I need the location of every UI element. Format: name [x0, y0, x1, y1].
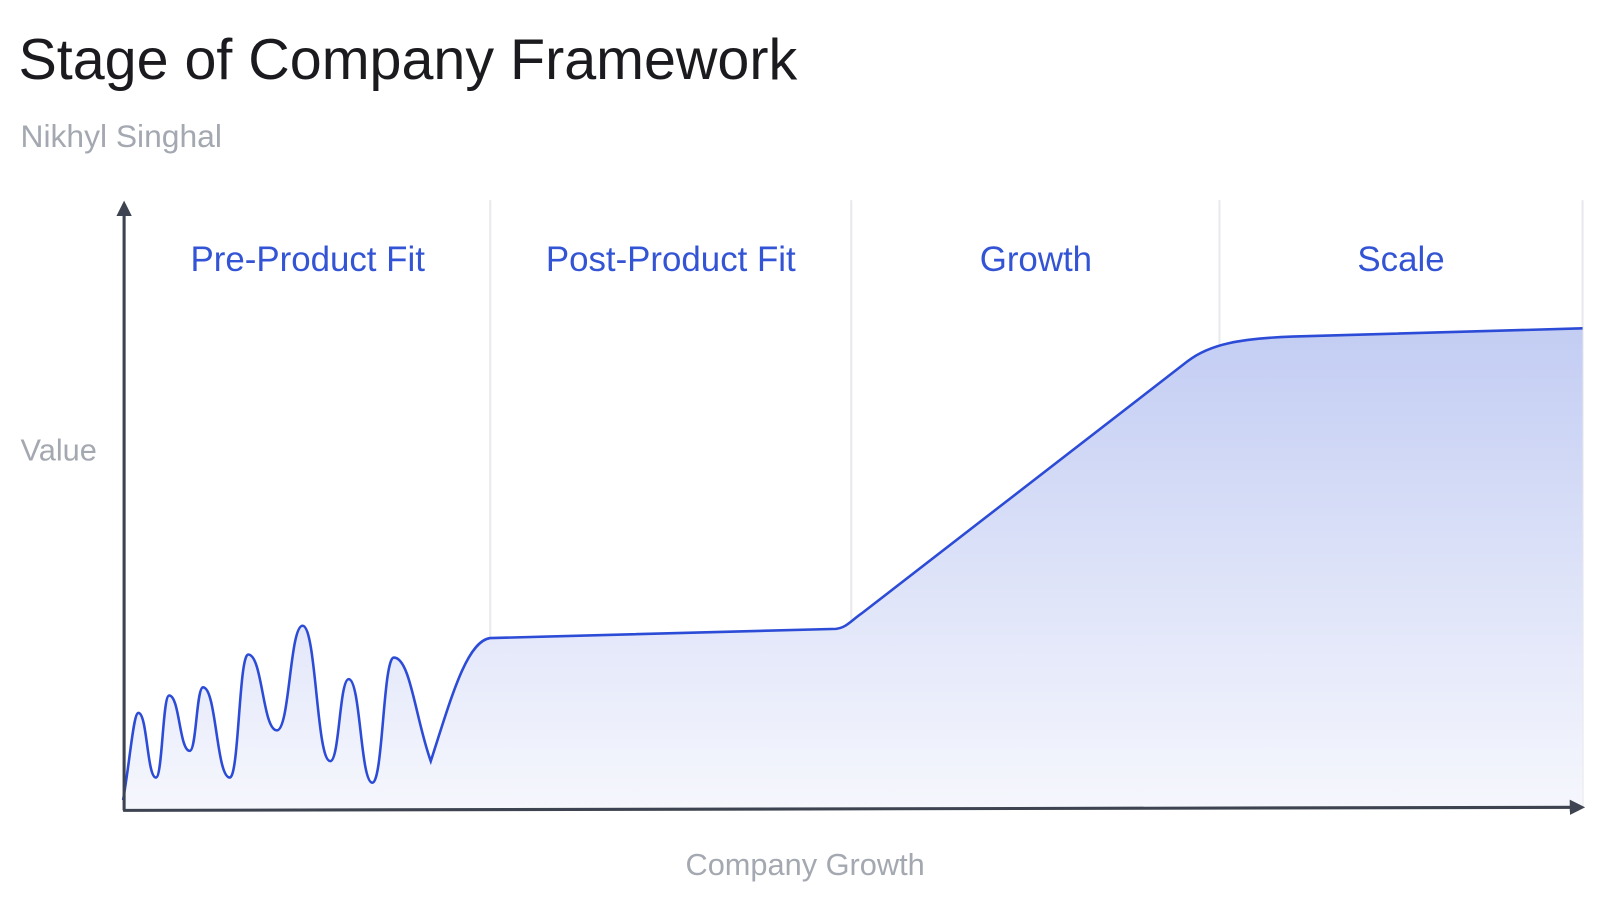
curve-area	[123, 328, 1583, 811]
x-axis-label: Company Growth	[685, 847, 924, 882]
x-axis	[123, 799, 1586, 816]
y-axis-label: Value	[21, 433, 97, 468]
stage-label: Growth	[980, 240, 1092, 279]
curve	[121, 327, 1583, 801]
subtitle: Nikhyl Singhal	[21, 118, 222, 154]
stage-label: Post-Product Fit	[546, 240, 796, 279]
stage-label: Scale	[1357, 240, 1444, 279]
title: Stage of Company Framework	[18, 28, 797, 92]
stage-label: Pre-Product Fit	[190, 240, 425, 279]
